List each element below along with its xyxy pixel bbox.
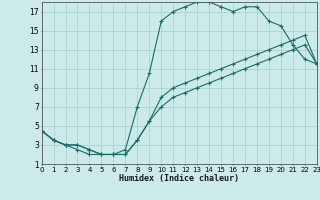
X-axis label: Humidex (Indice chaleur): Humidex (Indice chaleur) [119,174,239,183]
